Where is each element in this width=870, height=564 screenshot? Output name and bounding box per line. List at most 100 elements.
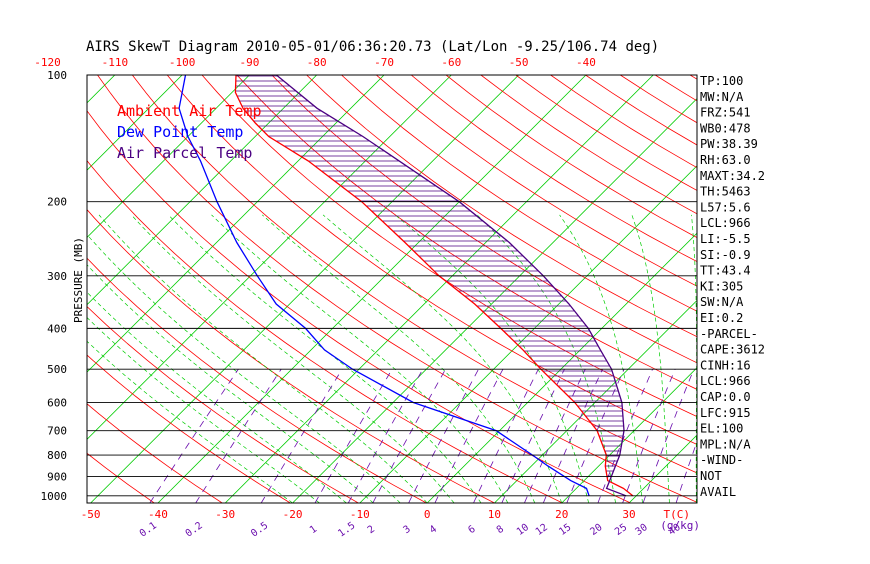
index-value: LCL:966 — [700, 216, 751, 230]
mixing-ratio-label: 0.5 — [249, 520, 270, 539]
isotherm-line — [225, 75, 653, 503]
legend-item: Air Parcel Temp — [117, 144, 252, 162]
pressure-tick-label: 500 — [47, 363, 67, 376]
index-value: MAXT:34.2 — [700, 169, 765, 183]
top-temp-tick-label: -80 — [307, 56, 327, 69]
index-value: SW:N/A — [700, 295, 744, 309]
moist-adiabat-line — [692, 215, 697, 503]
mixing-ratio-label: 12 — [534, 522, 550, 538]
bottom-temp-tick-label: -10 — [350, 508, 370, 521]
top-temp-tick-label: -60 — [441, 56, 461, 69]
index-value: -WIND- — [700, 453, 743, 467]
top-temp-tick-label: -100 — [169, 56, 196, 69]
bottom-temp-tick-label: -50 — [81, 508, 101, 521]
mixing-ratio-line — [315, 369, 392, 503]
index-value: AVAIL — [700, 485, 736, 499]
dry-adiabat-line — [481, 75, 870, 503]
mixing-ratio-label: 1 — [308, 524, 319, 536]
legend-item: Ambient Air Temp — [117, 102, 262, 120]
isotherm-line — [293, 75, 721, 503]
pressure-tick-label: 300 — [47, 270, 67, 283]
index-value: NOT — [700, 469, 722, 483]
mixing-ratio-label: 8 — [495, 524, 506, 536]
dry-adiabat-line — [795, 75, 870, 503]
index-value: L57:5.6 — [700, 200, 751, 214]
moist-adiabat-line — [262, 215, 535, 503]
bottom-temp-tick-label: 10 — [488, 508, 501, 521]
top-temp-tick-label: -40 — [576, 56, 596, 69]
y-axis-label: PRESSURE (MB) — [72, 237, 85, 323]
bottom-temp-tick-label: -30 — [215, 508, 235, 521]
moist-adiabat-line — [21, 215, 347, 503]
moist-adiabat-line — [44, 215, 373, 503]
isotherm-line — [764, 75, 870, 503]
pressure-tick-label: 1000 — [41, 490, 68, 503]
legend-item: Dew Point Temp — [117, 123, 243, 141]
index-value: TP:100 — [700, 74, 743, 88]
top-temp-tick-label: -50 — [509, 56, 529, 69]
mixing-ratio-label: 2 — [366, 524, 377, 536]
chart-title: AIRS SkewT Diagram 2010-05-01/06:36:20.7… — [86, 39, 659, 55]
index-value: TT:43.4 — [700, 264, 751, 278]
mixing-ratio-label: 3 — [402, 524, 413, 536]
bottom-temp-tick-label: -40 — [148, 508, 168, 521]
mixing-ratio-label: 1.5 — [336, 520, 357, 539]
index-value: MPL:N/A — [700, 437, 751, 451]
bottom-temp-tick-label: 30 — [622, 508, 635, 521]
pressure-tick-label: 200 — [47, 196, 67, 209]
index-value: FRZ:541 — [700, 106, 751, 120]
pressure-tick-label: 700 — [47, 425, 67, 438]
pressure-tick-label: 600 — [47, 396, 67, 409]
index-value: CAPE:3612 — [700, 343, 765, 357]
mixing-ratio-line — [373, 369, 446, 503]
isotherm-line — [427, 75, 855, 503]
moist-adiabat-line — [560, 215, 643, 503]
dry-adiabat-line — [307, 75, 870, 503]
mixing-ratio-label: 15 — [557, 522, 573, 538]
index-value: PW:38.39 — [700, 137, 758, 151]
moist-adiabat-line — [395, 215, 589, 503]
moist-adiabat-line — [70, 215, 400, 503]
index-value: RH:63.0 — [700, 153, 751, 167]
index-value: CINH:16 — [700, 358, 751, 372]
dry-adiabat-line — [237, 75, 870, 503]
mixing-ratio-label: 20 — [588, 522, 604, 538]
mixing-ratio-label: 30 — [634, 522, 650, 538]
dry-adiabat-line — [446, 75, 870, 503]
isotherm-line — [0, 75, 115, 503]
mixing-ratio-line — [196, 369, 282, 503]
dry-adiabat-line — [864, 75, 870, 503]
bottom-temp-tick-label: -20 — [283, 508, 303, 521]
mixing-ratio-label: 0.2 — [184, 520, 205, 539]
index-value: EL:100 — [700, 422, 743, 436]
index-value: EI:0.2 — [700, 311, 743, 325]
moist-adiabat-line — [99, 215, 427, 503]
index-value: -PARCEL- — [700, 327, 758, 341]
dry-adiabat-line — [28, 75, 563, 503]
top-temp-tick-label: -120 — [34, 56, 61, 69]
index-value: KI:305 — [700, 279, 743, 293]
moist-adiabat-line — [168, 215, 481, 503]
index-value: LI:-5.5 — [700, 232, 751, 246]
index-value: LCL:966 — [700, 374, 751, 388]
top-temp-tick-label: -70 — [374, 56, 394, 69]
top-temp-tick-label: -110 — [102, 56, 129, 69]
bottom-temp-tick-label: 0 — [424, 508, 431, 521]
mixing-ratio-line — [643, 369, 694, 503]
mixing-ratio-unit-label: (g/kg) — [660, 519, 700, 532]
bottom-temp-tick-label: 20 — [555, 508, 568, 521]
mixing-ratio-line — [261, 369, 342, 503]
index-value: MW:N/A — [700, 90, 744, 104]
index-value: SI:-0.9 — [700, 248, 751, 262]
isotherm-line — [0, 75, 48, 503]
mixing-ratio-line — [543, 369, 602, 503]
isotherm-line — [494, 75, 870, 503]
mixing-ratio-label: 6 — [466, 524, 477, 536]
mixing-ratio-label: 10 — [515, 522, 531, 538]
pressure-tick-label: 400 — [47, 322, 67, 335]
mixing-ratio-label: 0.1 — [138, 520, 159, 539]
index-value: TH:5463 — [700, 185, 751, 199]
dry-adiabat-line — [830, 75, 870, 503]
